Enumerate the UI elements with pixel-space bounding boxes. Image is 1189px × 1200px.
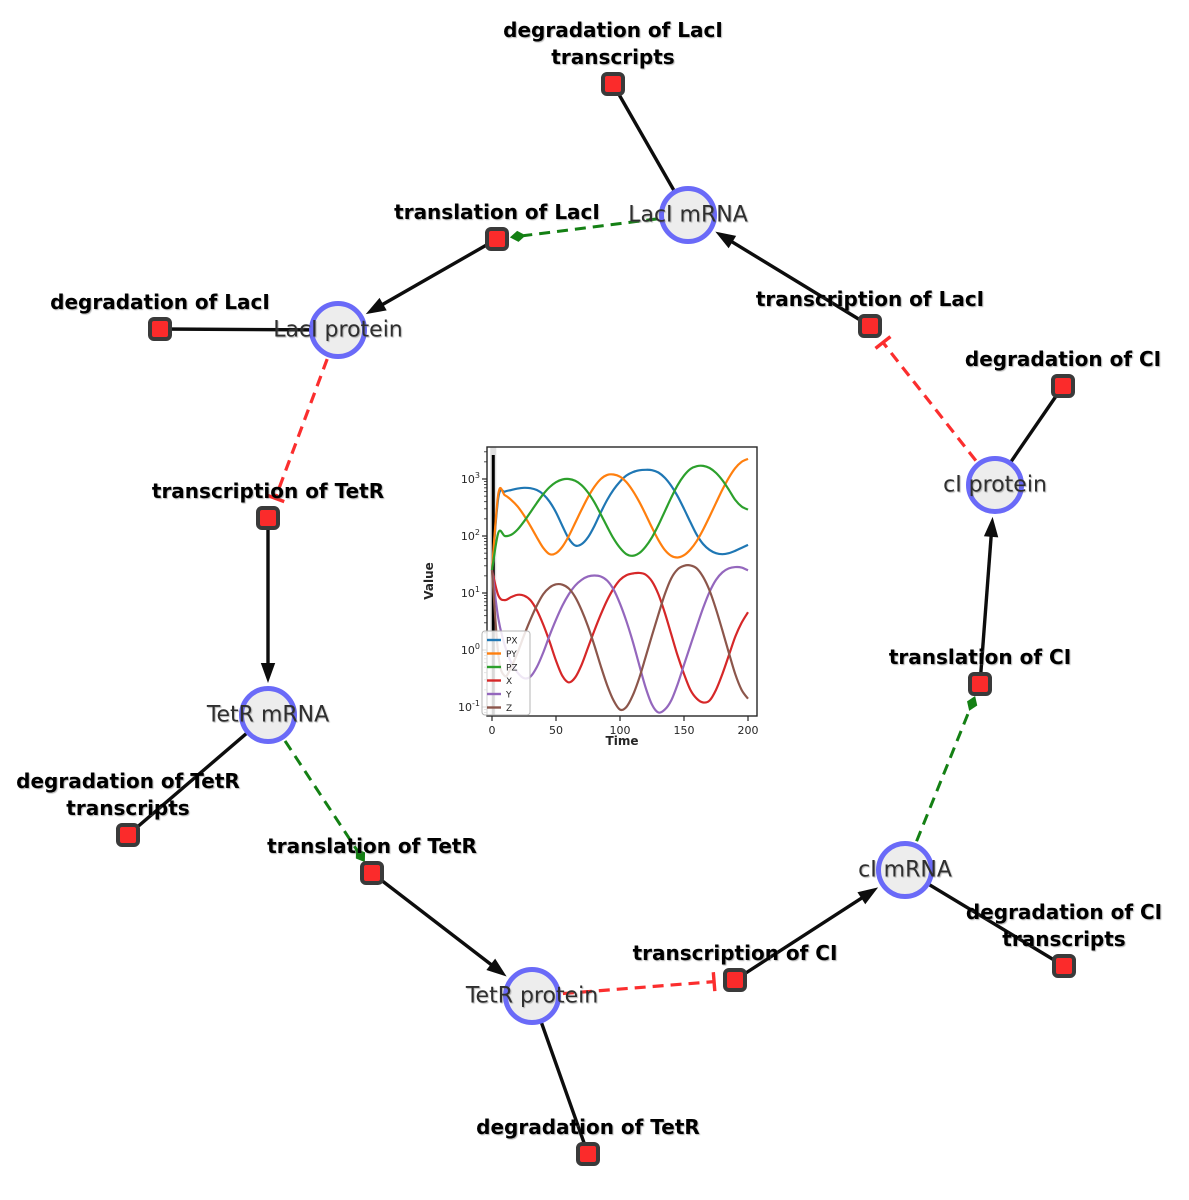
consumption-edge: [993, 385, 1065, 486]
inhibition-tbar-icon: [265, 493, 285, 504]
series-line-PZ: [490, 464, 749, 571]
y-tick-label: 100: [461, 642, 480, 657]
x-tick-label: 150: [674, 724, 695, 737]
inhibition-edge: [881, 341, 978, 462]
chart-x-axis-label: Time: [605, 734, 639, 748]
diamond-arrowhead-icon: [967, 696, 978, 711]
consumption-edge: [611, 83, 690, 216]
arrowhead-icon: [715, 231, 737, 249]
legend-label-Z: Z: [506, 704, 512, 714]
x-tick-label: 200: [738, 724, 759, 737]
production-edge: [722, 234, 871, 328]
diamond-arrowhead-icon: [355, 848, 366, 863]
chart-y-axis-label: Value: [422, 562, 436, 600]
arrowhead-icon: [365, 297, 387, 315]
arrowhead-icon: [857, 887, 879, 905]
legend-label-PX: PX: [506, 637, 518, 647]
y-tick-label: 101: [461, 585, 480, 600]
series-line-PX: [490, 468, 749, 571]
x-tick-label: 0: [489, 724, 496, 737]
legend-label-PZ: PZ: [506, 664, 518, 674]
production-edge: [734, 890, 872, 982]
diamond-arrowhead-icon: [509, 230, 526, 242]
x-tick-label: 100: [610, 724, 631, 737]
inhibition-edge: [562, 980, 715, 996]
legend-label-PY: PY: [506, 650, 517, 660]
x-tick-label: 50: [549, 724, 563, 737]
series-line-Y: [490, 565, 749, 714]
y-tick-label: 102: [461, 528, 480, 543]
production-edge: [370, 871, 501, 973]
inhibition-tbar-icon: [711, 972, 717, 992]
consumption-edge: [126, 713, 270, 837]
production-edge: [978, 525, 994, 685]
modifier-edge: [915, 708, 972, 842]
consumption-edge: [530, 995, 590, 1155]
series-line-X: [490, 570, 749, 704]
production-edge: [372, 237, 498, 312]
inset-chart: 10-1 100 101 102 103 0 50 100 150 200 PX PY PZ X Y Z Ti…: [418, 435, 778, 765]
series-line-Z: [490, 564, 749, 712]
modifier-edge: [283, 740, 359, 852]
legend-label-Y: Y: [505, 691, 512, 701]
arrowhead-icon: [486, 958, 507, 977]
modifier-edge: [523, 217, 658, 238]
inhibition-edge: [273, 358, 329, 499]
y-tick-label: 103: [461, 471, 480, 486]
axes-frame: [486, 446, 758, 717]
y-tick-label: 10-1: [458, 699, 480, 714]
chart-plot-area: 10-1 100 101 102 103 0 50 100 150 200 PX PY PZ XYZ: [458, 446, 759, 737]
series-line-PY: [490, 457, 749, 571]
consumption-edge: [904, 868, 1065, 968]
inhibition-tbar-icon: [874, 335, 892, 350]
arrowhead-icon: [260, 663, 276, 683]
legend-label-X: X: [506, 677, 512, 687]
arrowhead-icon: [983, 516, 999, 538]
consumption-edge: [159, 327, 339, 332]
